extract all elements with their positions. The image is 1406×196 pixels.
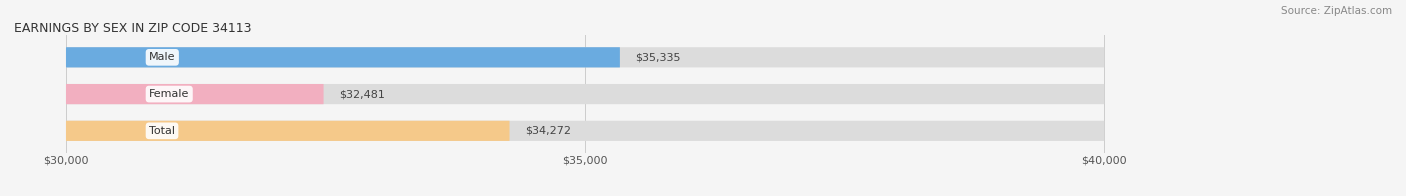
Text: Female: Female (149, 89, 190, 99)
Text: EARNINGS BY SEX IN ZIP CODE 34113: EARNINGS BY SEX IN ZIP CODE 34113 (14, 22, 252, 34)
FancyBboxPatch shape (66, 121, 509, 141)
FancyBboxPatch shape (66, 84, 323, 104)
FancyBboxPatch shape (66, 47, 1104, 67)
Text: Total: Total (149, 126, 174, 136)
Text: Source: ZipAtlas.com: Source: ZipAtlas.com (1281, 6, 1392, 16)
Text: $32,481: $32,481 (339, 89, 385, 99)
Text: $34,272: $34,272 (524, 126, 571, 136)
Text: Male: Male (149, 52, 176, 62)
FancyBboxPatch shape (66, 84, 1104, 104)
Text: $35,335: $35,335 (636, 52, 681, 62)
FancyBboxPatch shape (66, 47, 620, 67)
FancyBboxPatch shape (66, 121, 1104, 141)
